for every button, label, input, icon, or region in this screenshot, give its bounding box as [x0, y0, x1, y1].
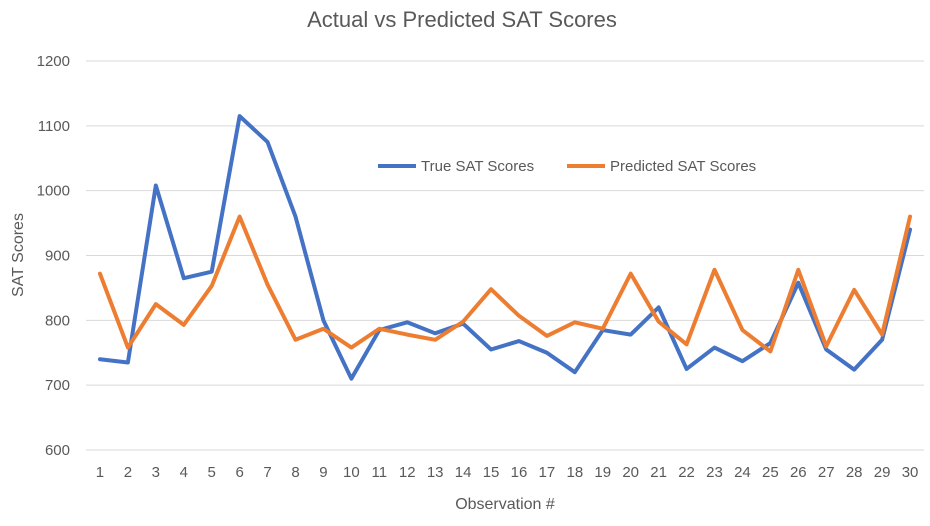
x-tick-label: 4	[180, 464, 188, 481]
y-tick-label: 1000	[37, 183, 70, 200]
x-tick-label: 14	[455, 464, 472, 481]
x-axis-title: Observation #	[455, 496, 555, 513]
x-tick-label: 18	[566, 464, 583, 481]
series-line-true	[97, 114, 913, 381]
x-tick-label: 22	[678, 464, 695, 481]
x-tick-label: 17	[539, 464, 556, 481]
x-tick-label: 19	[594, 464, 611, 481]
x-tick-label: 23	[706, 464, 723, 481]
legend: True SAT Scores Predicted SAT Scores	[378, 158, 756, 175]
y-tick-label: 1200	[37, 53, 70, 70]
x-tick-label: 27	[818, 464, 835, 481]
legend-label-predicted: Predicted SAT Scores	[610, 158, 756, 175]
legend-label-true: True SAT Scores	[421, 158, 534, 175]
x-tick-label: 3	[152, 464, 160, 481]
x-tick-label: 15	[483, 464, 500, 481]
x-tick-label: 21	[650, 464, 667, 481]
x-tick-label: 10	[343, 464, 360, 481]
x-tick-label: 28	[846, 464, 863, 481]
y-axis-ticks: 600 700 800 900 1000 1100 1200	[37, 53, 70, 459]
x-tick-label: 2	[124, 464, 132, 481]
y-axis-title: SAT Scores	[10, 213, 27, 297]
series-lines	[97, 114, 913, 381]
gridlines	[86, 60, 924, 451]
x-tick-label: 9	[319, 464, 327, 481]
series-line-predicted	[97, 214, 913, 354]
x-tick-label: 12	[399, 464, 416, 481]
x-tick-label: 16	[511, 464, 528, 481]
y-tick-label: 900	[45, 248, 70, 265]
x-tick-label: 6	[235, 464, 243, 481]
y-tick-label: 600	[45, 442, 70, 459]
x-tick-label: 8	[291, 464, 299, 481]
x-axis-ticks: 1 2 3 4 5 6 7 8 9 10 11 12 13 14 15 16 17 18 19 20 21 22 23 24 2…	[96, 464, 919, 481]
x-tick-label: 5	[208, 464, 216, 481]
x-tick-label: 13	[427, 464, 444, 481]
chart-title: Actual vs Predicted SAT Scores	[307, 7, 617, 32]
x-tick-label: 24	[734, 464, 751, 481]
x-tick-label: 1	[96, 464, 104, 481]
x-tick-label: 11	[372, 464, 388, 481]
y-tick-label: 800	[45, 312, 70, 329]
x-tick-label: 29	[874, 464, 891, 481]
x-tick-label: 25	[762, 464, 779, 481]
x-tick-label: 26	[790, 464, 807, 481]
x-tick-label: 20	[622, 464, 639, 481]
y-tick-label: 700	[45, 377, 70, 394]
x-tick-label: 30	[902, 464, 919, 481]
y-tick-label: 1100	[38, 118, 70, 135]
x-tick-label: 7	[263, 464, 271, 481]
